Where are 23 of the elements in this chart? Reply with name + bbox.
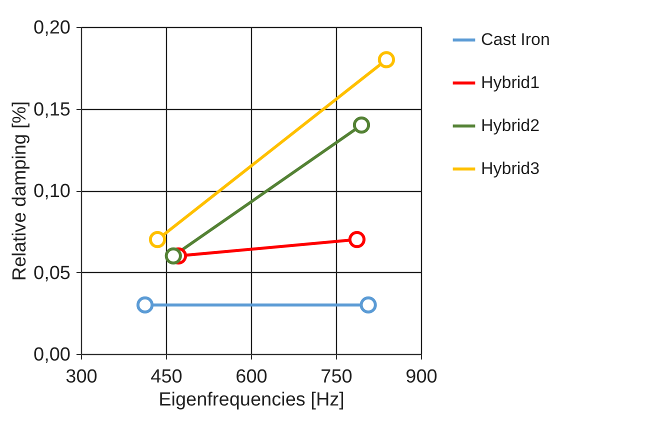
y-tick-label: 0,05	[34, 262, 70, 284]
point	[348, 230, 366, 248]
point	[352, 116, 370, 134]
x-tick-label: 750	[320, 366, 352, 388]
x-tick-label: 450	[150, 366, 182, 388]
legend-label: Cast Iron	[481, 30, 550, 49]
x-tick-label: 600	[236, 366, 268, 388]
x-tick-label: 900	[406, 366, 438, 388]
y-axis-title: Relative damping [%]	[10, 101, 31, 281]
y-tick-label: 0,10	[34, 181, 70, 202]
y-tick-label: 0,20	[34, 18, 70, 38]
legend-label: Hybrid1	[481, 73, 540, 92]
point	[148, 230, 166, 248]
x-tick-label: 300	[66, 366, 98, 388]
legend-label: Hybrid3	[481, 159, 540, 178]
y-tick-label: 0,15	[34, 99, 70, 120]
point	[164, 247, 182, 264]
x-axis-title: Eigenfrequencies [Hz]	[158, 390, 344, 410]
point	[136, 296, 154, 314]
point	[360, 296, 377, 314]
legend-label: Hybrid2	[481, 116, 540, 135]
point	[378, 51, 396, 68]
y-tick-label: 0,00	[34, 344, 70, 366]
